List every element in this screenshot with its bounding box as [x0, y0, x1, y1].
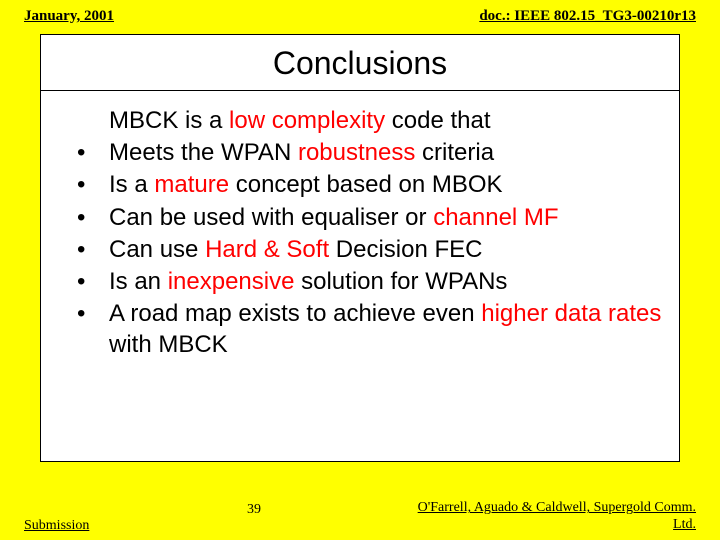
intro-line: MBCK is a low complexity code that: [49, 105, 671, 136]
list-item: Is an inexpensive solution for WPANs: [49, 266, 671, 297]
list-item: Meets the WPAN robustness criteria: [49, 137, 671, 168]
list-item: Can be used with equaliser or channel MF: [49, 202, 671, 233]
footer-right-line2: Ltd.: [673, 517, 696, 532]
slide-content: MBCK is a low complexity code that Meets…: [41, 91, 679, 361]
intro-red: low complexity: [229, 107, 385, 134]
bullet-post: concept based on MBOK: [229, 171, 503, 198]
bullet-red: higher data rates: [481, 300, 661, 327]
bullet-list: Meets the WPAN robustness criteria Is a …: [49, 137, 671, 360]
footer-right-line1: O'Farrell, Aguado & Caldwell, Supergold …: [418, 500, 696, 515]
footer: Submission 39 O'Farrell, Aguado & Caldwe…: [0, 500, 720, 540]
bullet-red: mature: [154, 171, 229, 198]
bullet-pre: Is an: [109, 268, 168, 295]
intro-pre: MBCK is a: [109, 107, 229, 134]
header-doc: doc.: IEEE 802.15_TG3-00210r13: [479, 8, 696, 25]
footer-submission: Submission: [24, 518, 204, 534]
bullet-post: criteria: [415, 139, 494, 166]
list-item: A road map exists to achieve even higher…: [49, 298, 671, 360]
bullet-post: solution for WPANs: [294, 268, 507, 295]
bullet-red: inexpensive: [168, 268, 295, 295]
header-date: January, 2001: [24, 8, 114, 25]
bullet-red: channel MF: [433, 204, 558, 231]
bullet-red: Hard & Soft: [205, 236, 329, 263]
footer-page-number: 39: [204, 502, 304, 534]
bullet-pre: Can be used with equaliser or: [109, 204, 433, 231]
title-box: Conclusions: [41, 35, 679, 91]
bullet-pre: Meets the WPAN: [109, 139, 298, 166]
bullet-post: with MBCK: [109, 331, 228, 358]
slide-box: Conclusions MBCK is a low complexity cod…: [40, 34, 680, 462]
bullet-red: robustness: [298, 139, 415, 166]
intro-post: code that: [385, 107, 490, 134]
bullet-pre: A road map exists to achieve even: [109, 300, 481, 327]
slide-title: Conclusions: [41, 45, 679, 82]
bullet-pre: Can use: [109, 236, 205, 263]
header: January, 2001 doc.: IEEE 802.15_TG3-0021…: [0, 0, 720, 25]
bullet-pre: Is a: [109, 171, 154, 198]
footer-authors: O'Farrell, Aguado & Caldwell, Supergold …: [304, 500, 696, 534]
list-item: Is a mature concept based on MBOK: [49, 169, 671, 200]
bullet-post: Decision FEC: [329, 236, 482, 263]
list-item: Can use Hard & Soft Decision FEC: [49, 234, 671, 265]
